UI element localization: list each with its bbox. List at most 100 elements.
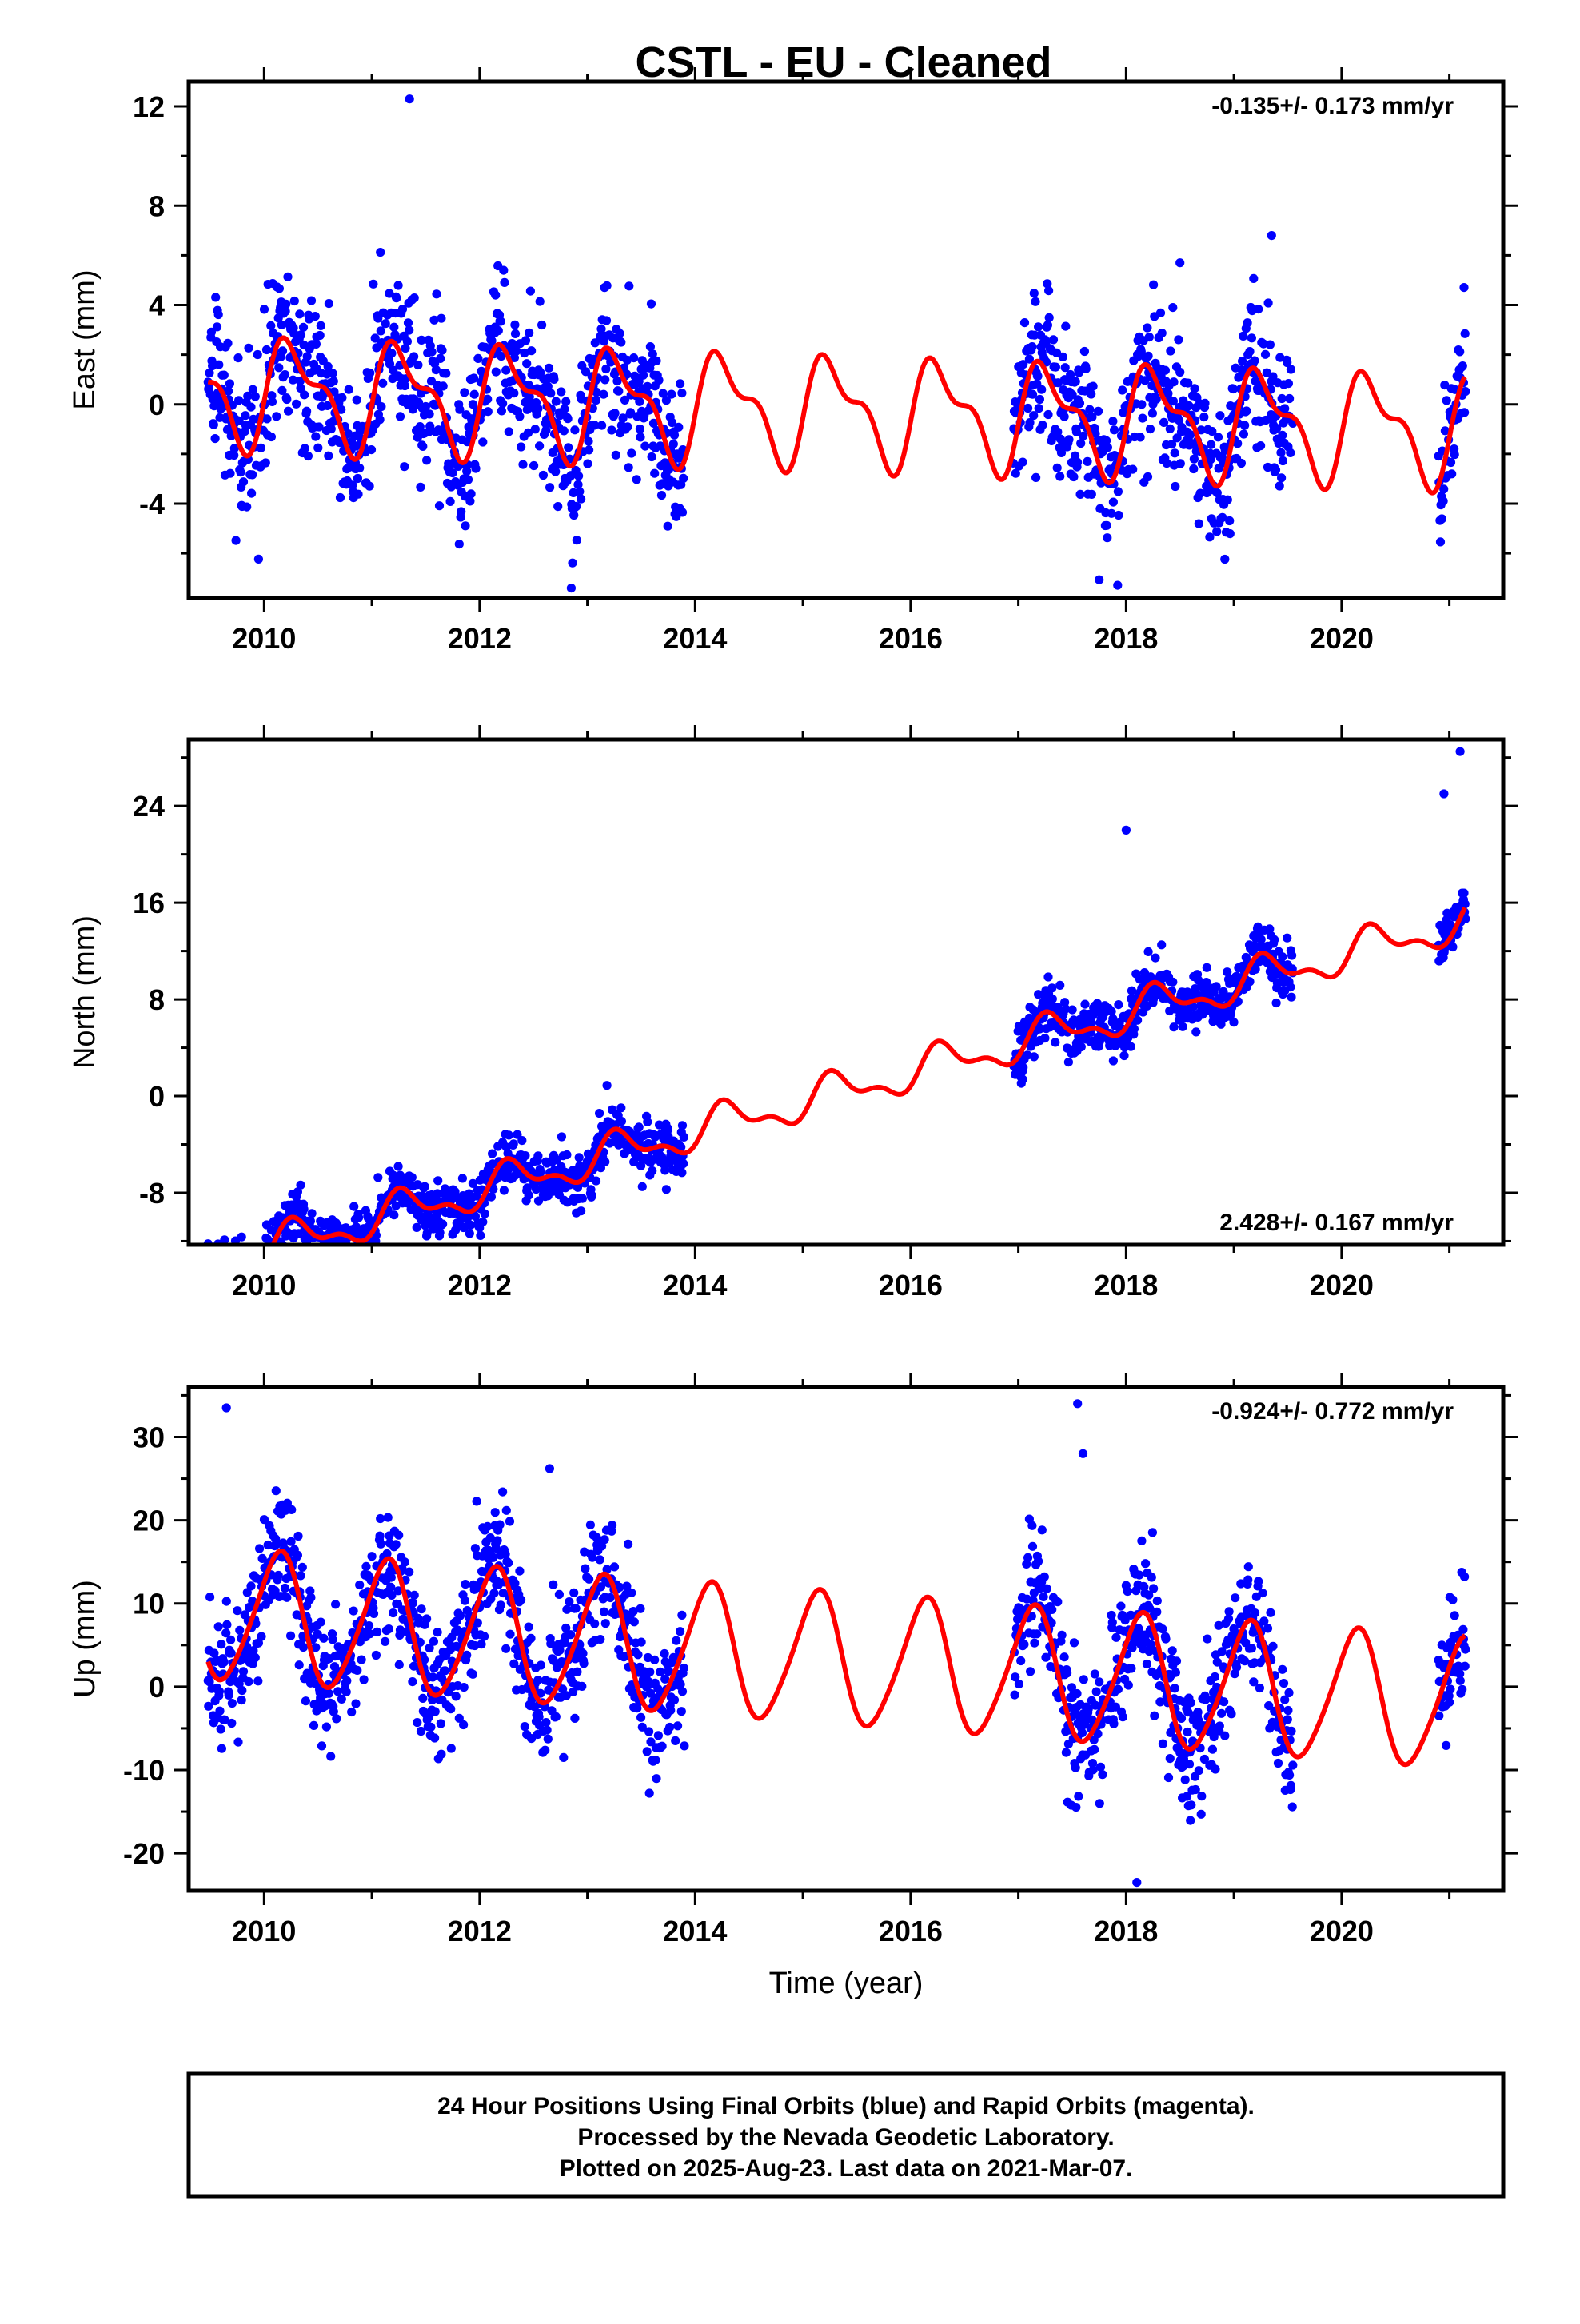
- north-y-tick-label: 8: [149, 983, 165, 1016]
- up-y-tick-label: 0: [149, 1671, 165, 1704]
- footer-box: [186, 2071, 1506, 2199]
- up-data-point: [424, 1712, 434, 1722]
- east-data-point: [1018, 457, 1027, 467]
- up-data-point: [608, 1521, 617, 1530]
- east-data-point: [1174, 416, 1184, 425]
- east-data-point: [1108, 417, 1118, 426]
- up-data-point: [253, 1676, 263, 1686]
- east-data-point: [409, 352, 419, 361]
- east-data-point: [274, 363, 284, 373]
- up-data-point: [1093, 1729, 1103, 1739]
- north-data-point: [562, 1150, 572, 1160]
- east-data-point: [512, 346, 521, 356]
- up-data-point: [578, 1648, 588, 1658]
- up-data-point: [453, 1625, 462, 1635]
- north-data-point: [531, 1185, 541, 1194]
- east-data-point: [1200, 398, 1210, 408]
- up-data-point: [426, 1722, 436, 1732]
- north-y-tick-label: -8: [139, 1177, 165, 1210]
- up-data-point: [562, 1604, 572, 1614]
- east-data-point: [283, 272, 293, 281]
- east-data-point: [315, 330, 325, 341]
- north-data-point: [614, 1140, 624, 1150]
- north-data-point: [433, 1176, 443, 1186]
- up-data-point: [309, 1720, 319, 1730]
- east-data-point: [213, 309, 223, 320]
- north-x-tick-label: 2018: [1094, 1269, 1158, 1302]
- east-data-point: [614, 386, 624, 396]
- east-data-point: [1043, 279, 1052, 289]
- east-data-point: [500, 277, 509, 287]
- east-data-point: [1102, 436, 1111, 445]
- east-data-point: [209, 420, 218, 429]
- east-data-point: [445, 496, 455, 507]
- up-data-point: [1091, 1687, 1101, 1696]
- north-data-point: [435, 1228, 445, 1238]
- up-data-point: [1113, 1684, 1123, 1694]
- up-data-point: [1111, 1632, 1121, 1642]
- east-data-point: [261, 458, 270, 468]
- east-data-point: [266, 321, 276, 330]
- up-data-point: [620, 1652, 629, 1661]
- up-data-point: [1155, 1697, 1165, 1707]
- north-data-point: [1019, 1062, 1028, 1072]
- north-data-point: [679, 1158, 688, 1168]
- north-data-point: [1286, 983, 1295, 992]
- east-data-point: [1113, 487, 1123, 496]
- up-data-point: [1095, 1799, 1104, 1808]
- north-data-point: [476, 1230, 485, 1240]
- up-data-point: [577, 1681, 587, 1691]
- east-data-point: [1029, 289, 1039, 298]
- east-data-point: [525, 328, 534, 337]
- up-data-point: [646, 1737, 656, 1747]
- up-rate-label: -0.924+/- 0.772 mm/yr: [1211, 1398, 1454, 1425]
- east-data-point: [1149, 280, 1159, 289]
- east-data-point: [302, 406, 312, 416]
- east-data-point: [329, 387, 339, 397]
- up-y-axis-label: Up (mm): [68, 1580, 102, 1698]
- east-data-point: [610, 409, 620, 418]
- east-data-point: [1460, 408, 1470, 417]
- east-data-point: [618, 413, 628, 423]
- up-data-point: [1220, 1731, 1230, 1740]
- up-data-point: [365, 1629, 375, 1639]
- up-data-point: [1095, 1677, 1104, 1687]
- east-data-point: [365, 368, 375, 378]
- up-data-point: [1285, 1770, 1295, 1780]
- up-data-point: [355, 1580, 365, 1590]
- up-data-point: [1445, 1697, 1454, 1707]
- east-data-point: [1079, 346, 1089, 357]
- north-data-point: [517, 1136, 527, 1146]
- up-data-point: [495, 1520, 505, 1529]
- up-data-point: [1455, 1669, 1465, 1679]
- up-data-point: [1243, 1562, 1253, 1572]
- up-data-point: [311, 1643, 321, 1652]
- up-data-point: [651, 1756, 660, 1765]
- up-data-point: [361, 1561, 371, 1571]
- up-data-point: [1019, 1640, 1029, 1649]
- east-data-point: [267, 397, 277, 406]
- east-data-point: [1220, 554, 1230, 564]
- up-outlier-point: [545, 1464, 555, 1473]
- east-data-point: [214, 360, 224, 369]
- east-data-point: [1027, 389, 1038, 399]
- east-data-point: [316, 321, 325, 330]
- up-data-point: [1087, 1715, 1097, 1724]
- north-data-point: [1223, 967, 1232, 977]
- up-data-point: [637, 1722, 647, 1732]
- up-data-point: [347, 1707, 357, 1717]
- east-data-point: [1023, 403, 1033, 413]
- up-data-point: [1147, 1573, 1156, 1582]
- north-data-point: [1047, 994, 1057, 1004]
- up-data-point: [219, 1657, 229, 1667]
- east-data-point: [1168, 397, 1178, 406]
- up-data-point: [1460, 1661, 1470, 1671]
- up-data-point: [1053, 1597, 1063, 1607]
- up-data-point: [394, 1660, 404, 1669]
- east-data-point: [1215, 411, 1225, 421]
- east-data-point: [535, 441, 545, 451]
- up-data-point: [329, 1662, 340, 1672]
- north-data-point: [412, 1222, 421, 1232]
- up-data-point: [1037, 1525, 1047, 1535]
- north-data-point: [465, 1229, 474, 1238]
